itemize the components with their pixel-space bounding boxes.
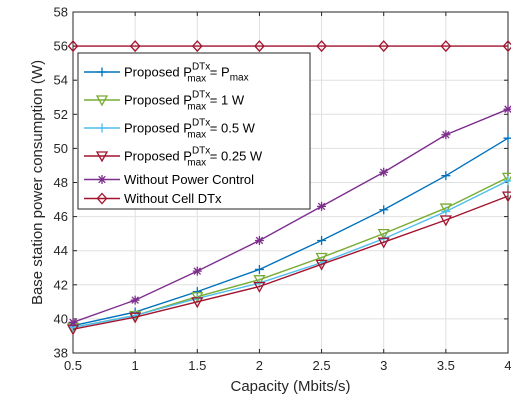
- legend-marker: [97, 123, 107, 133]
- y-tick-label: 50: [54, 141, 68, 156]
- legend-entry: Without Cell DTx: [84, 191, 222, 206]
- data-point: [317, 201, 327, 211]
- data-point: [441, 206, 451, 216]
- legend-marker: [97, 175, 107, 184]
- x-axis-label: Capacity (Mbits/s): [230, 378, 350, 395]
- y-tick-label: 40: [54, 311, 68, 326]
- data-point: [130, 295, 140, 305]
- series-line: [72, 195, 509, 330]
- data-point: [440, 40, 452, 53]
- y-tick-label: 58: [54, 5, 68, 20]
- data-point: [379, 167, 389, 177]
- legend-label: Without Power Control: [124, 172, 254, 187]
- legend-label: Without Cell DTx: [124, 191, 222, 206]
- series-line: [72, 137, 509, 327]
- legend: Proposed PDTx max = Pmax Proposed PDTx max …: [77, 52, 311, 210]
- data-point: [378, 40, 390, 53]
- data-point: [377, 229, 390, 240]
- legend-label: Proposed PDTx max = Pmax: [124, 62, 249, 85]
- legend-entry: Without Power Control: [84, 172, 254, 187]
- data-point: [377, 237, 390, 249]
- y-tick-label: 56: [54, 39, 68, 54]
- series-line: [72, 180, 509, 329]
- series-5: [68, 104, 511, 327]
- x-tick-label: 3: [380, 358, 387, 373]
- data-point: [315, 259, 328, 271]
- data-point: [439, 215, 452, 227]
- series-line: [72, 108, 509, 323]
- data-point: [254, 235, 264, 245]
- data-point: [191, 297, 204, 309]
- data-point: [379, 205, 389, 215]
- x-tick-label: 0.5: [64, 358, 82, 373]
- data-point: [254, 264, 264, 274]
- y-tick-label: 46: [54, 209, 68, 224]
- y-tick-label: 48: [54, 175, 68, 190]
- series-group: [66, 40, 511, 336]
- x-tick-label: 4: [504, 358, 511, 373]
- data-point: [254, 40, 265, 53]
- data-point: [129, 312, 142, 324]
- legend-marker: [95, 95, 109, 107]
- data-point: [439, 203, 452, 215]
- x-tick-label: 1.5: [188, 358, 206, 373]
- legend-label: Proposed PDTx max = 0.25 W: [124, 146, 263, 169]
- data-point: [503, 176, 511, 186]
- data-point: [503, 133, 511, 143]
- data-point: [503, 104, 511, 114]
- data-point: [129, 40, 141, 53]
- y-tick-label: 42: [54, 277, 68, 292]
- series-6: [67, 40, 511, 53]
- x-tick-label: 3.5: [437, 358, 455, 373]
- legend-label: Proposed PDTx max = 0.5 W: [124, 118, 256, 141]
- x-tick-label: 2: [256, 358, 263, 373]
- legend-marker: [97, 67, 107, 77]
- legend-marker: [96, 192, 108, 205]
- legend-entry: Proposed PDTx max = Pmax: [84, 62, 249, 85]
- x-tick-label: 2.5: [313, 358, 331, 373]
- data-point: [317, 235, 327, 245]
- data-point: [441, 130, 451, 140]
- y-axis-label: Base station power consumption (W): [29, 60, 46, 305]
- data-point: [191, 40, 203, 53]
- legend-label: Proposed PDTx max = 1 W: [124, 90, 245, 113]
- series-4: [66, 191, 511, 336]
- data-point: [315, 252, 328, 264]
- data-point: [67, 40, 79, 53]
- legend-box: [77, 52, 311, 210]
- y-tick-label: 52: [54, 107, 68, 122]
- y-tick-label: 38: [54, 346, 68, 361]
- data-point: [502, 40, 511, 53]
- y-tick-label: 54: [54, 73, 68, 88]
- data-point: [316, 40, 327, 53]
- legend-marker: [95, 151, 109, 163]
- data-point: [441, 171, 451, 181]
- x-axis: 0.5 1 1.5 2 2.5 3 3.5 4: [64, 12, 511, 373]
- data-point: [253, 281, 266, 293]
- legend-entry: Proposed PDTx max = 0.25 W: [84, 146, 263, 169]
- data-point: [68, 317, 78, 327]
- legend-entry: Proposed PDTx max = 0.5 W: [84, 118, 256, 141]
- data-point: [253, 275, 266, 287]
- y-tick-label: 44: [54, 243, 68, 258]
- data-point: [192, 266, 202, 276]
- x-tick-label: 1: [132, 358, 139, 373]
- legend-entry: Proposed PDTx max = 1 W: [84, 90, 245, 113]
